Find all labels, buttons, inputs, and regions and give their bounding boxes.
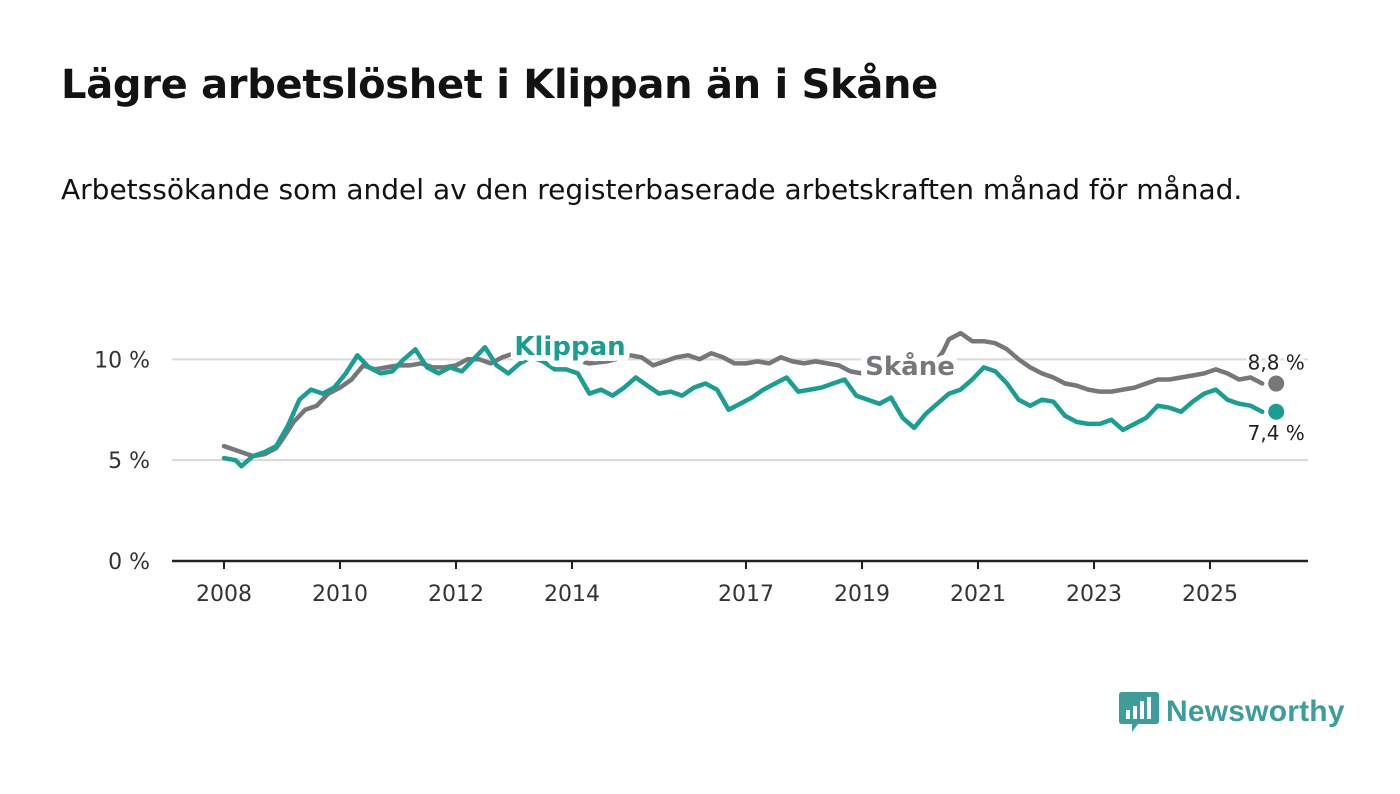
end-label-halo: 8,8 % <box>1248 351 1305 375</box>
x-tick-label: 2019 <box>834 582 890 607</box>
y-axis: 0 % 5 % 10 % <box>94 348 150 575</box>
end-label-halo: 7,4 % <box>1248 421 1305 445</box>
x-tick-label: 2021 <box>950 582 1006 607</box>
x-tick-label: 2010 <box>312 582 368 607</box>
end-point-skne <box>1268 375 1285 392</box>
series-label-skne: Skåne <box>865 350 955 382</box>
x-axis: 2008 2010 2012 2014 2017 2019 2021 2023 2025 <box>172 559 1308 607</box>
series-lines <box>221 330 1285 469</box>
chart-title: Lägre arbetslöshet i Klippan än i Skåne <box>61 62 939 108</box>
y-tick-label: 5 % <box>108 449 150 474</box>
y-tick-label: 10 % <box>94 348 150 373</box>
x-tick-label: 2014 <box>544 582 600 607</box>
series-label-halo: Skåne <box>865 350 955 382</box>
series-line-klippan <box>221 344 1265 469</box>
newsworthy-logo-icon <box>1119 692 1159 732</box>
x-tick-label: 2012 <box>428 582 484 607</box>
newsworthy-logo[interactable]: Newsworthy <box>1118 690 1345 734</box>
x-tick-label: 2008 <box>196 582 252 607</box>
x-tick-label: 2025 <box>1182 582 1238 607</box>
series-label-klippan: Klippan <box>514 332 625 362</box>
y-tick-label: 0 % <box>108 550 150 575</box>
x-tick-label: 2017 <box>718 582 774 607</box>
series-label-halo: Klippan <box>514 332 625 362</box>
chart-subtitle: Arbetssökande som andel av den registerb… <box>61 173 1243 206</box>
end-value-label-klippan: 7,4 % <box>1248 421 1305 445</box>
x-tick-label: 2023 <box>1066 582 1122 607</box>
end-value-label-skne: 8,8 % <box>1248 351 1305 375</box>
series-line-skne <box>221 330 1265 459</box>
end-point-klippan <box>1268 403 1285 420</box>
newsworthy-logo-text: Newsworthy <box>1166 695 1345 728</box>
